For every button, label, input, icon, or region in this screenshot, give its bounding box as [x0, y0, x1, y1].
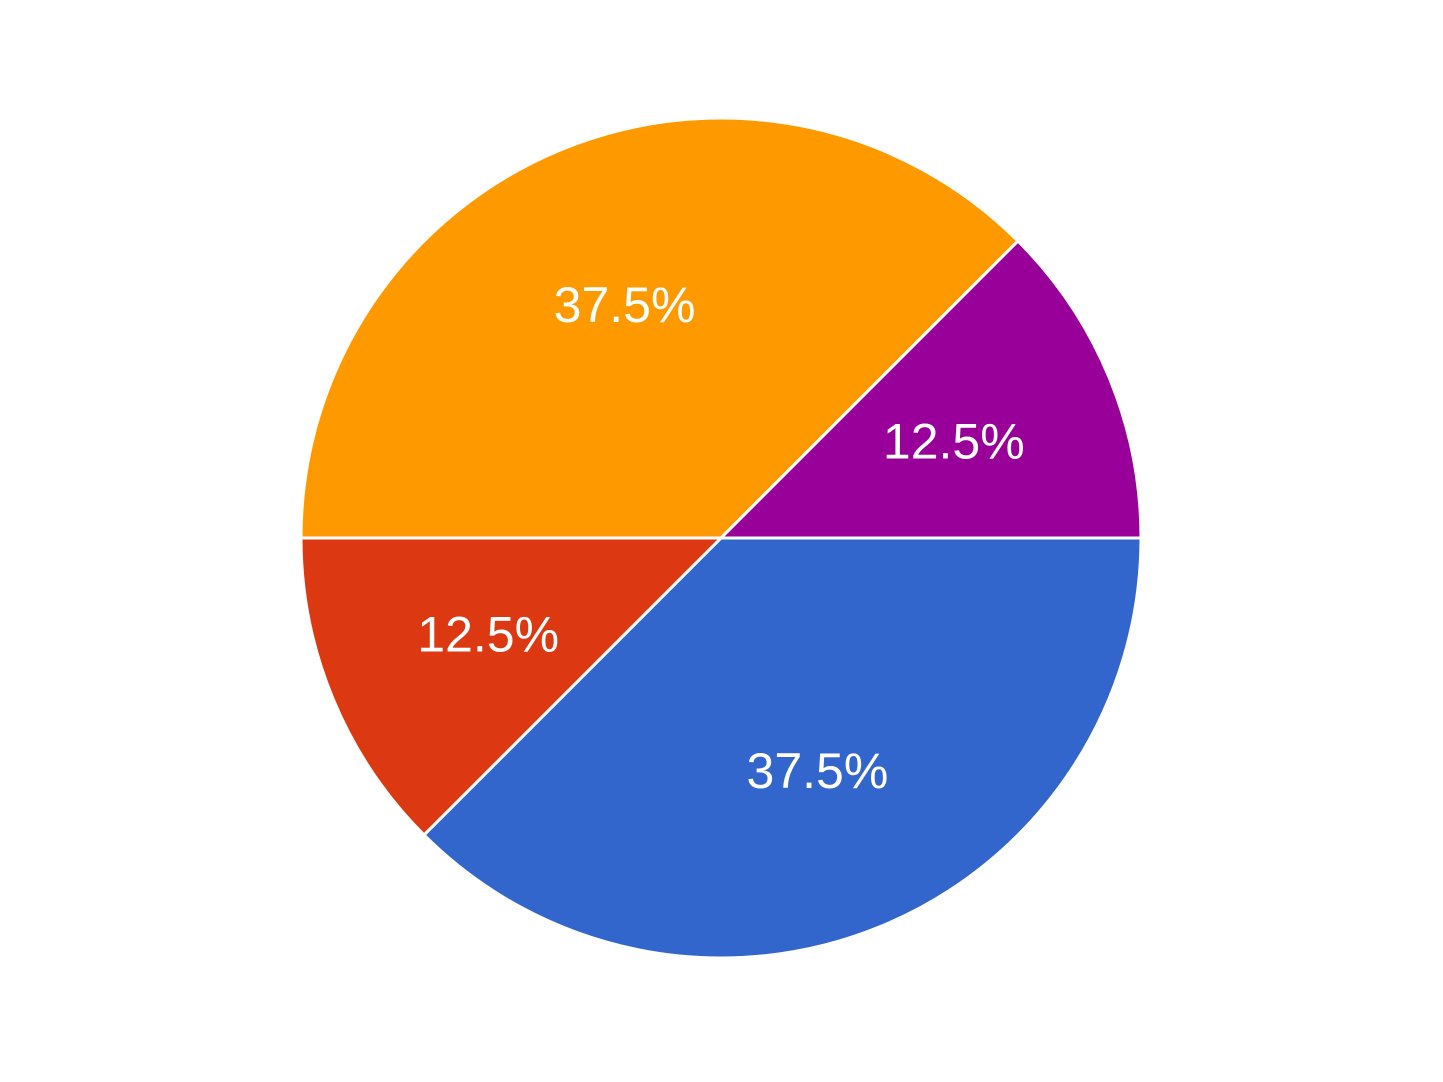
pie-slice-label-1: 12.5%: [417, 606, 559, 662]
pie-slice-label-2: 37.5%: [554, 277, 696, 333]
pie-slices: [299, 116, 1143, 960]
pie-slice-label-0: 37.5%: [747, 743, 889, 799]
pie-slice-3: [719, 239, 1143, 540]
pie-slice-2: [299, 116, 1020, 540]
pie-slice-label-3: 12.5%: [883, 414, 1025, 470]
pie-slice-1: [299, 536, 723, 837]
pie-slice-0: [422, 536, 1143, 960]
pie-slice-labels: 37.5% 12.5% 37.5% 12.5%: [417, 277, 1024, 799]
